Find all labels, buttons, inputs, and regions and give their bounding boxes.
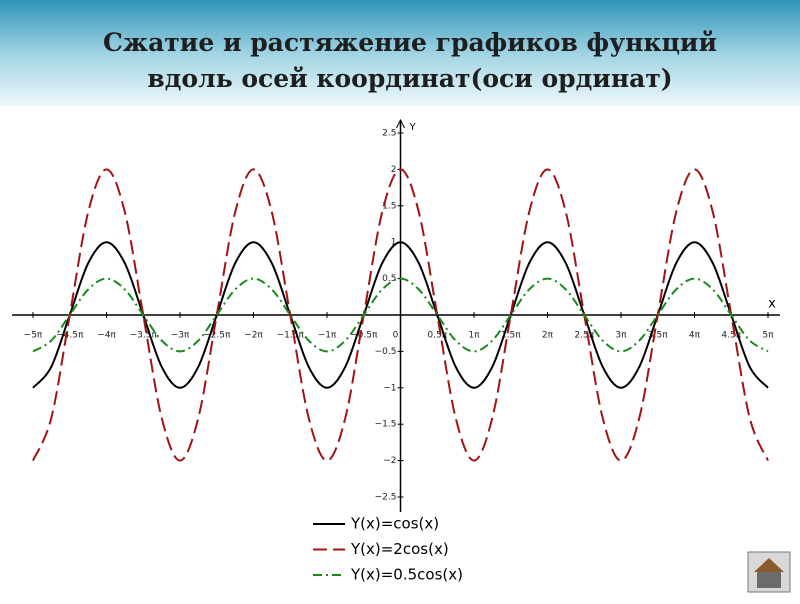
series-line: [32, 277, 769, 353]
legend-label: Y(x)=cos(x): [350, 515, 439, 533]
x-tick-label: 2.5π: [574, 331, 594, 341]
x-tick-label: −5π: [24, 331, 43, 341]
x-tick-label: 1.5π: [501, 331, 521, 341]
legend-label: Y(x)=2cos(x): [350, 540, 449, 558]
x-tick-label: −0.5π: [350, 331, 378, 341]
series-line: [32, 168, 769, 462]
x-tick-label: −3.5π: [130, 331, 158, 341]
x-axis-label: x: [768, 297, 776, 312]
x-tick-label: 4.5π: [721, 331, 741, 341]
y-tick-label: 2.5: [382, 129, 396, 139]
x-tick-label: −4π: [97, 331, 116, 341]
chart-title: Сжатие и растяжение графиков функций вдол…: [103, 28, 717, 93]
x-tick-label: 3π: [615, 331, 627, 341]
title-line: Сжатие и растяжение графиков функций: [103, 28, 717, 57]
x-tick-label: 4π: [689, 331, 701, 341]
x-tick-label: −1.5π: [277, 331, 305, 341]
roof: [754, 558, 784, 572]
y-axis-label: Y: [409, 122, 417, 133]
x-tick-label: 1π: [468, 331, 480, 341]
y-tick-label: 2: [391, 165, 397, 175]
home-button[interactable]: [747, 551, 791, 593]
y-tick-label: −2: [383, 456, 396, 466]
x-tick-label: 5π: [762, 331, 774, 341]
x-tick-label: 0: [393, 331, 399, 341]
x-tick-label: −2π: [244, 331, 263, 341]
y-tick-label: −2.5: [375, 493, 397, 503]
y-tick-label: −0.5: [375, 347, 397, 357]
legend-label: Y(x)=0.5cos(x): [350, 566, 463, 584]
x-tick-label: −1π: [318, 331, 337, 341]
y-tick-label: 1: [391, 238, 397, 248]
x-tick-label: 3.5π: [648, 331, 668, 341]
x-tick-label: 2π: [542, 331, 554, 341]
x-tick-label: −3π: [171, 331, 190, 341]
header: [0, 0, 800, 106]
y-tick-label: −1.5: [375, 420, 397, 430]
y-tick-label: −1: [383, 383, 396, 393]
y-tick-label: 1.5: [382, 201, 396, 211]
title-line: вдоль осей координат(оси ординат): [147, 64, 672, 93]
y-arrow: [396, 118, 405, 129]
series-line: [32, 241, 769, 389]
y-tick-label: 0.5: [382, 274, 396, 284]
x-tick-label: 0.5π: [427, 331, 447, 341]
x-tick-label: −4.5π: [56, 331, 84, 341]
x-tick-label: −2.5π: [203, 331, 231, 341]
house: [757, 572, 781, 588]
